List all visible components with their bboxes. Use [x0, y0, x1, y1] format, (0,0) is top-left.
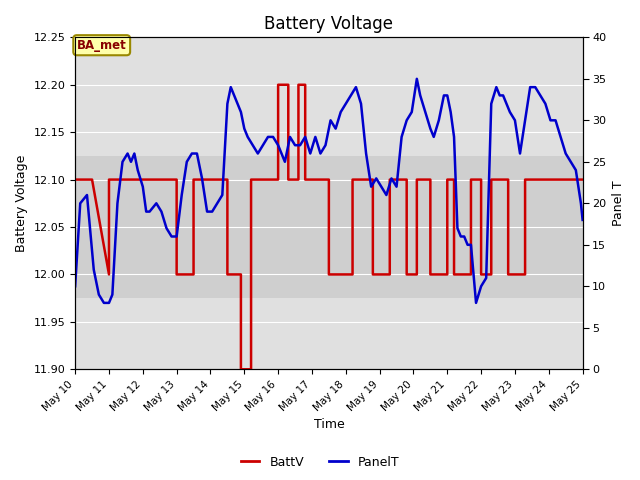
- Legend: BattV, PanelT: BattV, PanelT: [236, 451, 404, 474]
- X-axis label: Time: Time: [314, 419, 344, 432]
- Y-axis label: Panel T: Panel T: [612, 180, 625, 226]
- Bar: [75, 156, 582, 298]
- Title: Battery Voltage: Battery Voltage: [264, 15, 394, 33]
- Text: BA_met: BA_met: [77, 39, 127, 52]
- Y-axis label: Battery Voltage: Battery Voltage: [15, 155, 28, 252]
